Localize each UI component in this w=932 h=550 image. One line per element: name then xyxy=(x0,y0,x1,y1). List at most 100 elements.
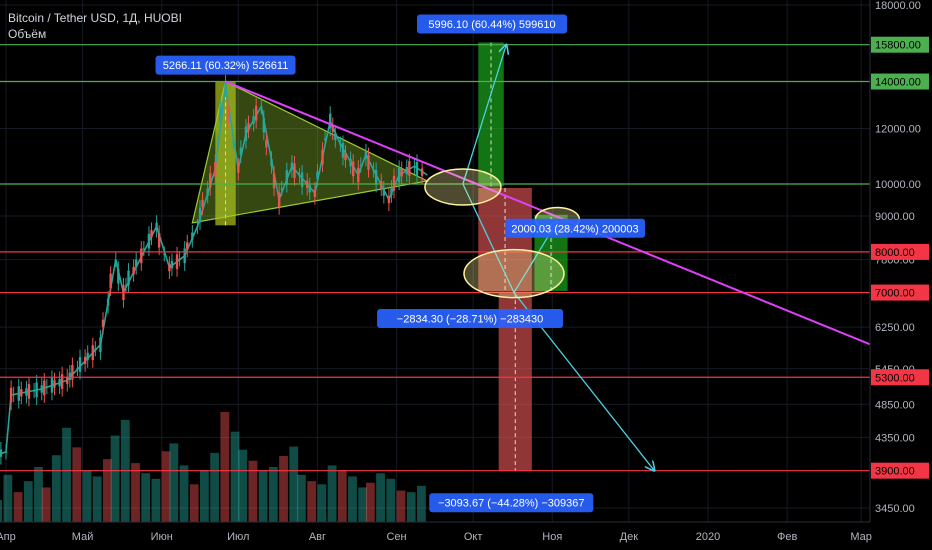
candle-body xyxy=(140,248,143,264)
volume-bar xyxy=(23,481,33,522)
x-tick-label: Мар xyxy=(850,531,872,543)
candle-body xyxy=(94,348,97,350)
candle-body xyxy=(20,389,23,397)
candle-body xyxy=(216,141,220,143)
candle-body xyxy=(150,230,153,238)
volume-bar xyxy=(268,467,278,522)
level-badge xyxy=(871,369,929,386)
volume-label[interactable]: Объём xyxy=(8,27,47,41)
candle-body xyxy=(117,268,120,284)
candle-body xyxy=(155,222,158,231)
time-axis-bg xyxy=(0,522,932,550)
x-tick-label: Окт xyxy=(464,531,483,543)
volume-bar xyxy=(72,447,82,522)
x-tick-label: Июн xyxy=(151,531,173,543)
volume-bar xyxy=(131,463,140,522)
candle-body xyxy=(168,263,171,272)
volume-bar xyxy=(189,484,199,522)
y-tick-label: 4850.00 xyxy=(875,399,915,411)
candle-body xyxy=(392,175,396,191)
volume-bar xyxy=(376,473,385,522)
candle-body xyxy=(32,390,36,392)
candle-body xyxy=(351,161,355,177)
candle-body xyxy=(183,248,186,264)
highlight-ellipse xyxy=(424,168,502,206)
volume-bar xyxy=(62,427,71,522)
candle-body xyxy=(53,380,56,388)
candle-body xyxy=(359,164,363,166)
candle-body xyxy=(45,386,49,388)
y-tick-label: 18000.00 xyxy=(875,0,921,12)
level-badge-label: 7000.00 xyxy=(875,288,915,300)
candle-body xyxy=(60,374,64,389)
level-badge-label: 5300.00 xyxy=(875,372,915,384)
candle-body xyxy=(316,171,319,179)
y-tick-label: 3450.00 xyxy=(875,503,915,515)
triangle-pattern xyxy=(191,80,430,224)
measure-label: 5996.10 (60.44%) 599610 xyxy=(428,19,555,31)
volume-bar xyxy=(200,470,209,522)
volume-bar xyxy=(41,487,51,522)
candle-body xyxy=(76,368,79,370)
y-tick-label: 6250.00 xyxy=(875,322,915,334)
candle-body xyxy=(285,170,288,185)
candle-body xyxy=(17,386,20,401)
candle-body xyxy=(252,116,255,124)
volume-bar xyxy=(337,470,347,522)
measure-label: 2000.03 (28.42%) 200003 xyxy=(511,223,638,235)
volume-bar xyxy=(161,451,171,522)
volume-bar xyxy=(92,476,102,522)
volume-bar xyxy=(0,500,3,522)
candle-body xyxy=(196,226,199,228)
candle-body xyxy=(71,365,74,380)
candle-body xyxy=(99,337,102,353)
volume-bar xyxy=(151,478,161,522)
volume-bar xyxy=(297,474,306,522)
x-tick-label: Май xyxy=(72,531,94,543)
y-tick-label: 10000.00 xyxy=(875,179,921,191)
measure-label-box xyxy=(505,218,646,238)
candle-body xyxy=(413,166,416,168)
x-tick-label: Авг xyxy=(309,531,326,543)
symbol-title[interactable]: Bitcoin / Tether USD, 1Д, HUOBI xyxy=(8,11,182,25)
candle-body xyxy=(293,163,296,179)
level-badge xyxy=(871,36,929,53)
x-tick-label: Дек xyxy=(620,531,639,543)
candle-body xyxy=(357,167,360,183)
volume-bar xyxy=(248,460,258,522)
volume-bar xyxy=(317,484,327,522)
candle-body xyxy=(390,187,393,196)
candle-body xyxy=(298,175,301,177)
volume-bar xyxy=(82,470,92,522)
candle-body xyxy=(290,162,294,170)
candle-body xyxy=(272,173,276,189)
volume-bar xyxy=(169,443,179,522)
volume-bar xyxy=(289,446,299,522)
level-badge-label: 3900.00 xyxy=(875,466,915,478)
volume-bar xyxy=(258,470,268,522)
candle-body xyxy=(260,106,263,108)
candle-body xyxy=(132,266,135,275)
candle-body xyxy=(239,147,243,156)
candle-body xyxy=(35,382,38,398)
candle-body xyxy=(186,242,189,250)
candle-body xyxy=(400,169,403,177)
candle-body xyxy=(323,139,327,141)
candle-body xyxy=(277,192,281,207)
candle-body xyxy=(415,161,419,177)
candle-body xyxy=(157,232,161,248)
candle-body xyxy=(313,189,317,197)
candle-body xyxy=(27,384,31,399)
level-badge xyxy=(871,462,929,479)
volume-bar xyxy=(103,459,112,522)
candle-body xyxy=(43,380,46,396)
candle-body xyxy=(40,385,43,393)
volume-bar xyxy=(34,467,43,522)
candle-body xyxy=(364,151,368,159)
candle-body xyxy=(254,105,258,121)
volume-bar xyxy=(416,485,426,522)
candle-body xyxy=(170,260,174,269)
